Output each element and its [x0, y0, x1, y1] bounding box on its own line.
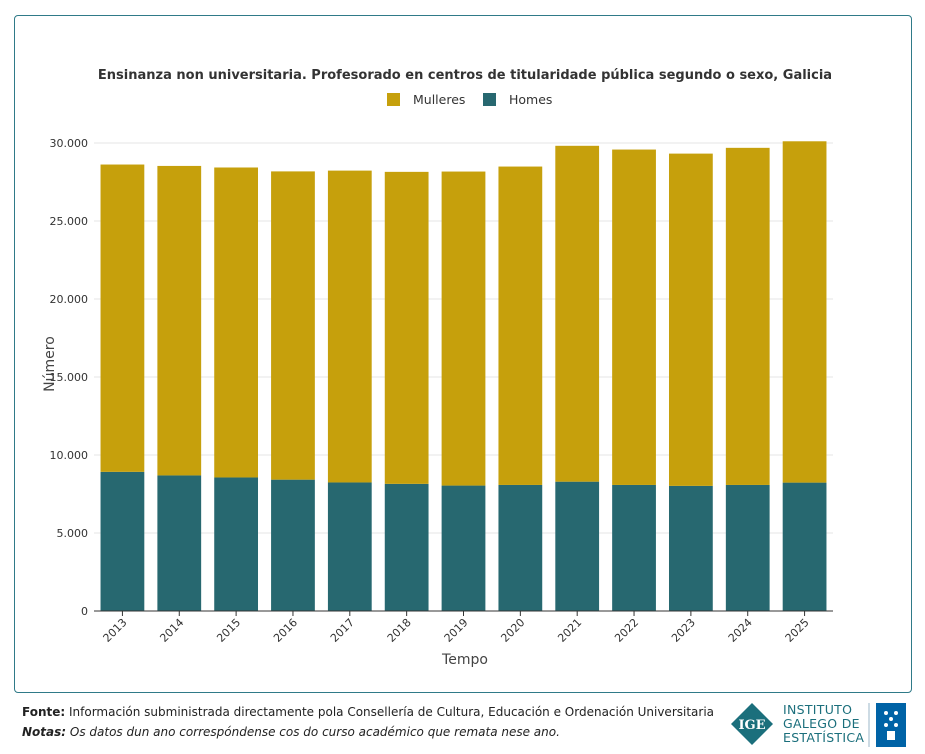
y-tick-label: 0: [81, 605, 88, 618]
bar-mulleres-2016[interactable]: [271, 171, 315, 480]
x-tick-label: 2016: [271, 616, 300, 645]
bar-homes-2022[interactable]: [612, 484, 656, 611]
bar-mulleres-2013[interactable]: [100, 164, 145, 472]
bar-mulleres-2022[interactable]: [612, 149, 656, 485]
chart-svg: Ensinanza non universitaria. Profesorado…: [42, 68, 833, 668]
source-line: Fonte: Información subministrada directa…: [22, 702, 714, 722]
x-tick-label: 2019: [442, 616, 471, 645]
bar-mulleres-2020[interactable]: [498, 166, 543, 485]
logo-line1: INSTITUTO: [783, 702, 853, 717]
y-tick-label: 10.000: [50, 449, 89, 462]
y-axis-ticks: 0 5.000 10.000 15.000 20.000 25.000 30.000: [50, 137, 89, 618]
bar-homes-2019[interactable]: [441, 485, 486, 611]
x-tick-label: 2025: [783, 616, 812, 645]
bar-homes-2016[interactable]: [271, 479, 315, 611]
bar-homes-2017[interactable]: [327, 482, 372, 611]
y-tick-label: 20.000: [50, 293, 89, 306]
logo-line3: ESTATÍSTICA: [783, 730, 865, 745]
y-tick-label: 25.000: [50, 215, 89, 228]
bar-mulleres-2021[interactable]: [555, 145, 600, 482]
bar-homes-2024[interactable]: [725, 484, 770, 611]
bar-homes-2018[interactable]: [384, 483, 429, 611]
bar-mulleres-2017[interactable]: [327, 170, 372, 483]
chart-title: Ensinanza non universitaria. Profesorado…: [98, 68, 832, 83]
chart-panel: Ensinanza non universitaria. Profesorado…: [14, 15, 912, 693]
bar-mulleres-2015[interactable]: [214, 167, 259, 478]
bar-mulleres-2019[interactable]: [441, 171, 486, 486]
bar-mulleres-2023[interactable]: [668, 153, 713, 486]
x-tick-label: 2018: [385, 616, 414, 645]
bar-homes-2021[interactable]: [555, 481, 600, 611]
bar-mulleres-2024[interactable]: [725, 147, 770, 485]
source-label: Fonte:: [22, 705, 66, 719]
footer: Fonte: Información subministrada directa…: [22, 702, 714, 742]
bar-homes-2023[interactable]: [668, 485, 713, 611]
x-tick-label: 2017: [328, 616, 357, 645]
x-tick-label: 2014: [157, 616, 186, 645]
source-text: Información subministrada directamente p…: [69, 705, 715, 719]
svg-text:IGE: IGE: [738, 718, 765, 733]
legend-label-homes[interactable]: Homes: [509, 92, 552, 107]
bar-mulleres-2014[interactable]: [157, 165, 202, 476]
ige-emblem-icon: IGE: [731, 703, 906, 747]
bar-homes-2014[interactable]: [157, 475, 202, 611]
x-axis-title: Tempo: [441, 652, 488, 668]
notes-text: Os datos dun ano correspóndense cos do c…: [69, 725, 560, 739]
x-tick-label: 2020: [498, 616, 527, 645]
bars: [100, 141, 827, 611]
bar-mulleres-2025[interactable]: [782, 141, 827, 483]
x-tick-label: 2024: [726, 616, 755, 645]
x-tick-label: 2013: [101, 616, 130, 645]
y-tick-label: 15.000: [50, 371, 89, 384]
xunta-badge-icon: [876, 703, 906, 747]
ige-logo-text: INSTITUTO GALEGO DE ESTATÍSTICA: [783, 703, 864, 745]
x-axis-ticks: 2013 2014 2015 2016 2017 2018 2019 2020 2021 2022…: [101, 611, 812, 645]
x-tick-label: 2022: [612, 616, 641, 645]
legend-swatch-homes[interactable]: [483, 93, 496, 106]
x-tick-label: 2021: [555, 616, 584, 645]
legend-swatch-mulleres[interactable]: [387, 93, 400, 106]
logo-line2: GALEGO DE: [783, 716, 860, 731]
x-tick-label: 2015: [214, 616, 243, 645]
y-tick-label: 5.000: [57, 527, 89, 540]
bar-mulleres-2018[interactable]: [384, 171, 429, 484]
bar-homes-2013[interactable]: [100, 471, 145, 611]
bar-homes-2015[interactable]: [214, 477, 259, 611]
notes-line: Notas: Os datos dun ano correspóndense c…: [22, 722, 714, 742]
legend[interactable]: Mulleres Homes: [387, 92, 552, 107]
legend-label-mulleres[interactable]: Mulleres: [413, 92, 465, 107]
y-axis-title: Número: [42, 336, 58, 392]
bar-homes-2020[interactable]: [498, 484, 543, 611]
bar-homes-2025[interactable]: [782, 482, 827, 611]
notes-label: Notas:: [22, 725, 67, 739]
x-tick-label: 2023: [669, 616, 698, 645]
ige-logo[interactable]: IGE INSTITUTO GALEGO DE ESTATÍSTICA: [728, 700, 918, 750]
y-tick-label: 30.000: [50, 137, 89, 150]
